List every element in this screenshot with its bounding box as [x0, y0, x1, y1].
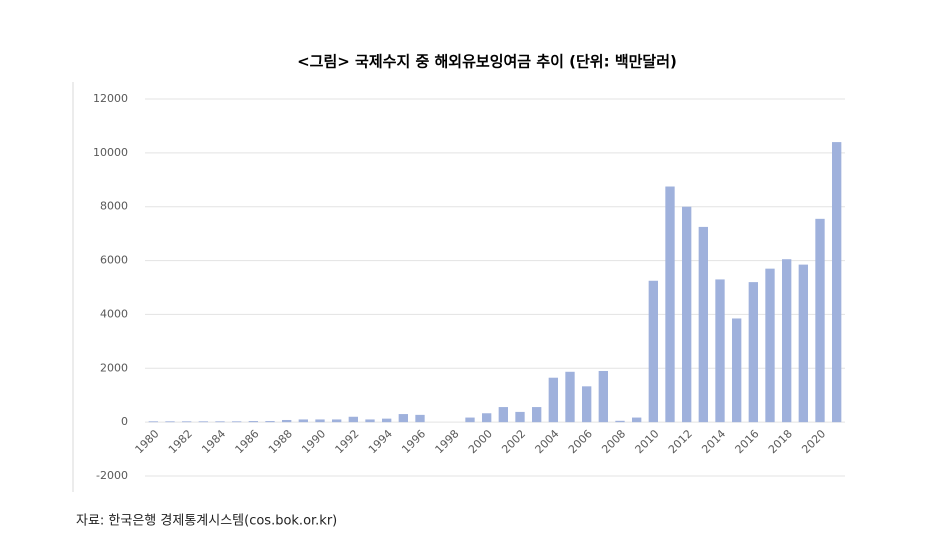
x-tick-label: 1998 [433, 427, 462, 456]
bar [148, 421, 158, 423]
x-tick-label: 1984 [199, 427, 228, 456]
bar [232, 421, 242, 423]
bar [632, 417, 642, 423]
y-tick-label: 2000 [100, 361, 128, 374]
x-tick-label: 2020 [799, 427, 828, 456]
bar [832, 142, 842, 423]
y-tick-label: 0 [121, 415, 128, 428]
bar [782, 259, 792, 423]
bar [282, 419, 292, 423]
bar [565, 371, 575, 423]
y-tick-label: 6000 [100, 254, 128, 267]
bar [515, 411, 525, 423]
bar [248, 421, 258, 423]
y-tick-label: -2000 [96, 469, 128, 482]
bar [548, 377, 558, 423]
x-tick-label: 2018 [766, 427, 795, 456]
bar [182, 421, 192, 423]
bar [815, 218, 825, 423]
x-tick-label: 2000 [466, 427, 495, 456]
x-tick-label: 2006 [566, 427, 595, 456]
bar [532, 407, 542, 423]
bar [682, 206, 692, 423]
bar [598, 370, 608, 423]
bar [415, 414, 425, 423]
bar [198, 421, 208, 423]
bar [698, 226, 708, 423]
bar [665, 186, 675, 423]
x-tick-label: 2004 [533, 427, 562, 456]
y-tick-label: 10000 [93, 146, 128, 159]
y-tick-label: 12000 [93, 92, 128, 105]
x-tick-label: 1996 [399, 427, 428, 456]
bar [315, 419, 325, 423]
x-tick-label: 2010 [633, 427, 662, 456]
bar [482, 413, 492, 423]
bar [798, 264, 808, 423]
x-tick-label: 1980 [133, 427, 162, 456]
x-tick-label: 2016 [733, 427, 762, 456]
x-tick-label: 1986 [233, 427, 262, 456]
bar [398, 414, 408, 423]
x-tick-label: 1988 [266, 427, 295, 456]
bar [498, 407, 508, 423]
x-tick-label: 1990 [299, 427, 328, 456]
x-tick-label: 1982 [166, 427, 195, 456]
bar [648, 280, 658, 423]
bar [582, 386, 592, 423]
source-note: 자료: 한국은행 경제통계시스템(cos.bok.or.kr) [76, 513, 337, 529]
chart-title: <그림> 국제수지 중 해외유보잉여금 추이 (단위: 백만달러) [297, 53, 677, 71]
x-tick-label: 2014 [699, 427, 728, 456]
y-tick-label: 8000 [100, 200, 128, 213]
bar [382, 418, 392, 423]
bar [615, 420, 625, 423]
bar [298, 419, 308, 423]
bar [165, 421, 175, 423]
bar [348, 416, 358, 423]
bar [765, 268, 775, 423]
x-tick-label: 2002 [499, 427, 528, 456]
y-tick-label: 4000 [100, 307, 128, 320]
bar [365, 419, 375, 423]
x-tick-label: 2012 [666, 427, 695, 456]
bar [265, 421, 275, 423]
bar [732, 318, 742, 423]
bar [332, 419, 342, 423]
x-tick-label: 1994 [366, 427, 395, 456]
bar [215, 421, 225, 423]
x-tick-label: 2008 [599, 427, 628, 456]
bar [748, 282, 758, 423]
x-tick-label: 1992 [333, 427, 362, 456]
bar [465, 417, 475, 423]
bar [715, 279, 725, 423]
